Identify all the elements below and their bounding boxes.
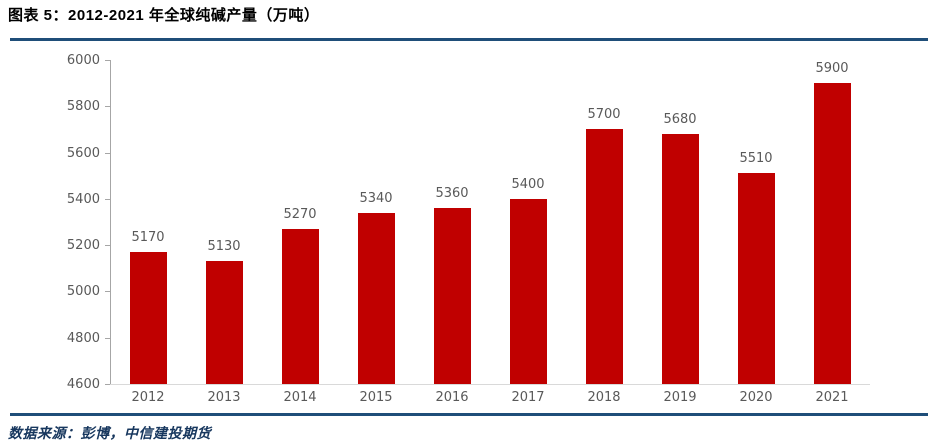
x-axis-label-2014: 2014	[283, 390, 317, 405]
bar-2018	[585, 129, 623, 384]
bar-2019	[661, 134, 699, 384]
x-axis-label-2018: 2018	[587, 390, 621, 405]
x-axis-label-2020: 2020	[739, 390, 773, 405]
x-axis-label-2016: 2016	[435, 390, 469, 405]
bar-2021	[813, 83, 851, 384]
top-divider-rule	[10, 38, 928, 41]
bar-value-label-2017: 5400	[511, 176, 545, 192]
bar-value-label-2016: 5360	[435, 186, 469, 202]
bar-2017	[509, 198, 547, 384]
y-axis-label: 5000	[66, 284, 100, 300]
bar-2016	[433, 208, 471, 384]
y-axis-label: 4600	[66, 377, 100, 392]
bar-2020	[737, 173, 775, 384]
y-axis-tick	[105, 337, 110, 339]
y-axis-label: 5600	[66, 145, 100, 161]
bar-value-label-2018: 5700	[587, 107, 621, 123]
bar-value-label-2014: 5270	[283, 206, 317, 222]
y-axis-tick	[105, 384, 110, 385]
y-axis-tick	[105, 198, 110, 200]
x-axis-label-2015: 2015	[359, 390, 393, 405]
bar-2015	[357, 212, 395, 384]
y-axis-line	[110, 60, 111, 384]
bar-2013	[205, 261, 243, 384]
x-axis-label-2012: 2012	[131, 390, 165, 405]
x-axis-label-2019: 2019	[663, 390, 697, 405]
y-axis-tick	[105, 245, 110, 247]
bar-value-label-2019: 5680	[663, 112, 697, 128]
y-axis-label: 6000	[66, 53, 100, 68]
y-axis-label: 5200	[66, 238, 100, 254]
bottom-divider-rule	[10, 413, 928, 416]
y-axis-tick	[105, 60, 110, 61]
y-axis-tick	[105, 291, 110, 293]
y-axis-tick	[105, 152, 110, 154]
bar-value-label-2012: 5170	[131, 230, 165, 246]
bar-2012	[129, 252, 167, 384]
bar-value-label-2021: 5900	[815, 61, 849, 77]
figure-title: 图表 5：2012-2021 年全球纯碱产量（万吨）	[8, 7, 320, 24]
y-axis-label: 5800	[66, 99, 100, 115]
bar-value-label-2013: 5130	[207, 239, 241, 255]
bar-2014	[281, 228, 319, 384]
y-axis-label: 4800	[66, 330, 100, 346]
x-axis-line	[110, 384, 870, 385]
x-axis-label-2017: 2017	[511, 390, 545, 405]
data-source-text: 数据来源：彭博，中信建投期货	[8, 425, 211, 441]
x-axis-label-2021: 2021	[815, 390, 849, 405]
bar-value-label-2020: 5510	[739, 151, 773, 167]
y-axis-label: 5400	[66, 191, 100, 207]
y-axis-tick	[105, 106, 110, 108]
bar-value-label-2015: 5340	[359, 190, 393, 206]
x-axis-label-2013: 2013	[207, 390, 241, 405]
